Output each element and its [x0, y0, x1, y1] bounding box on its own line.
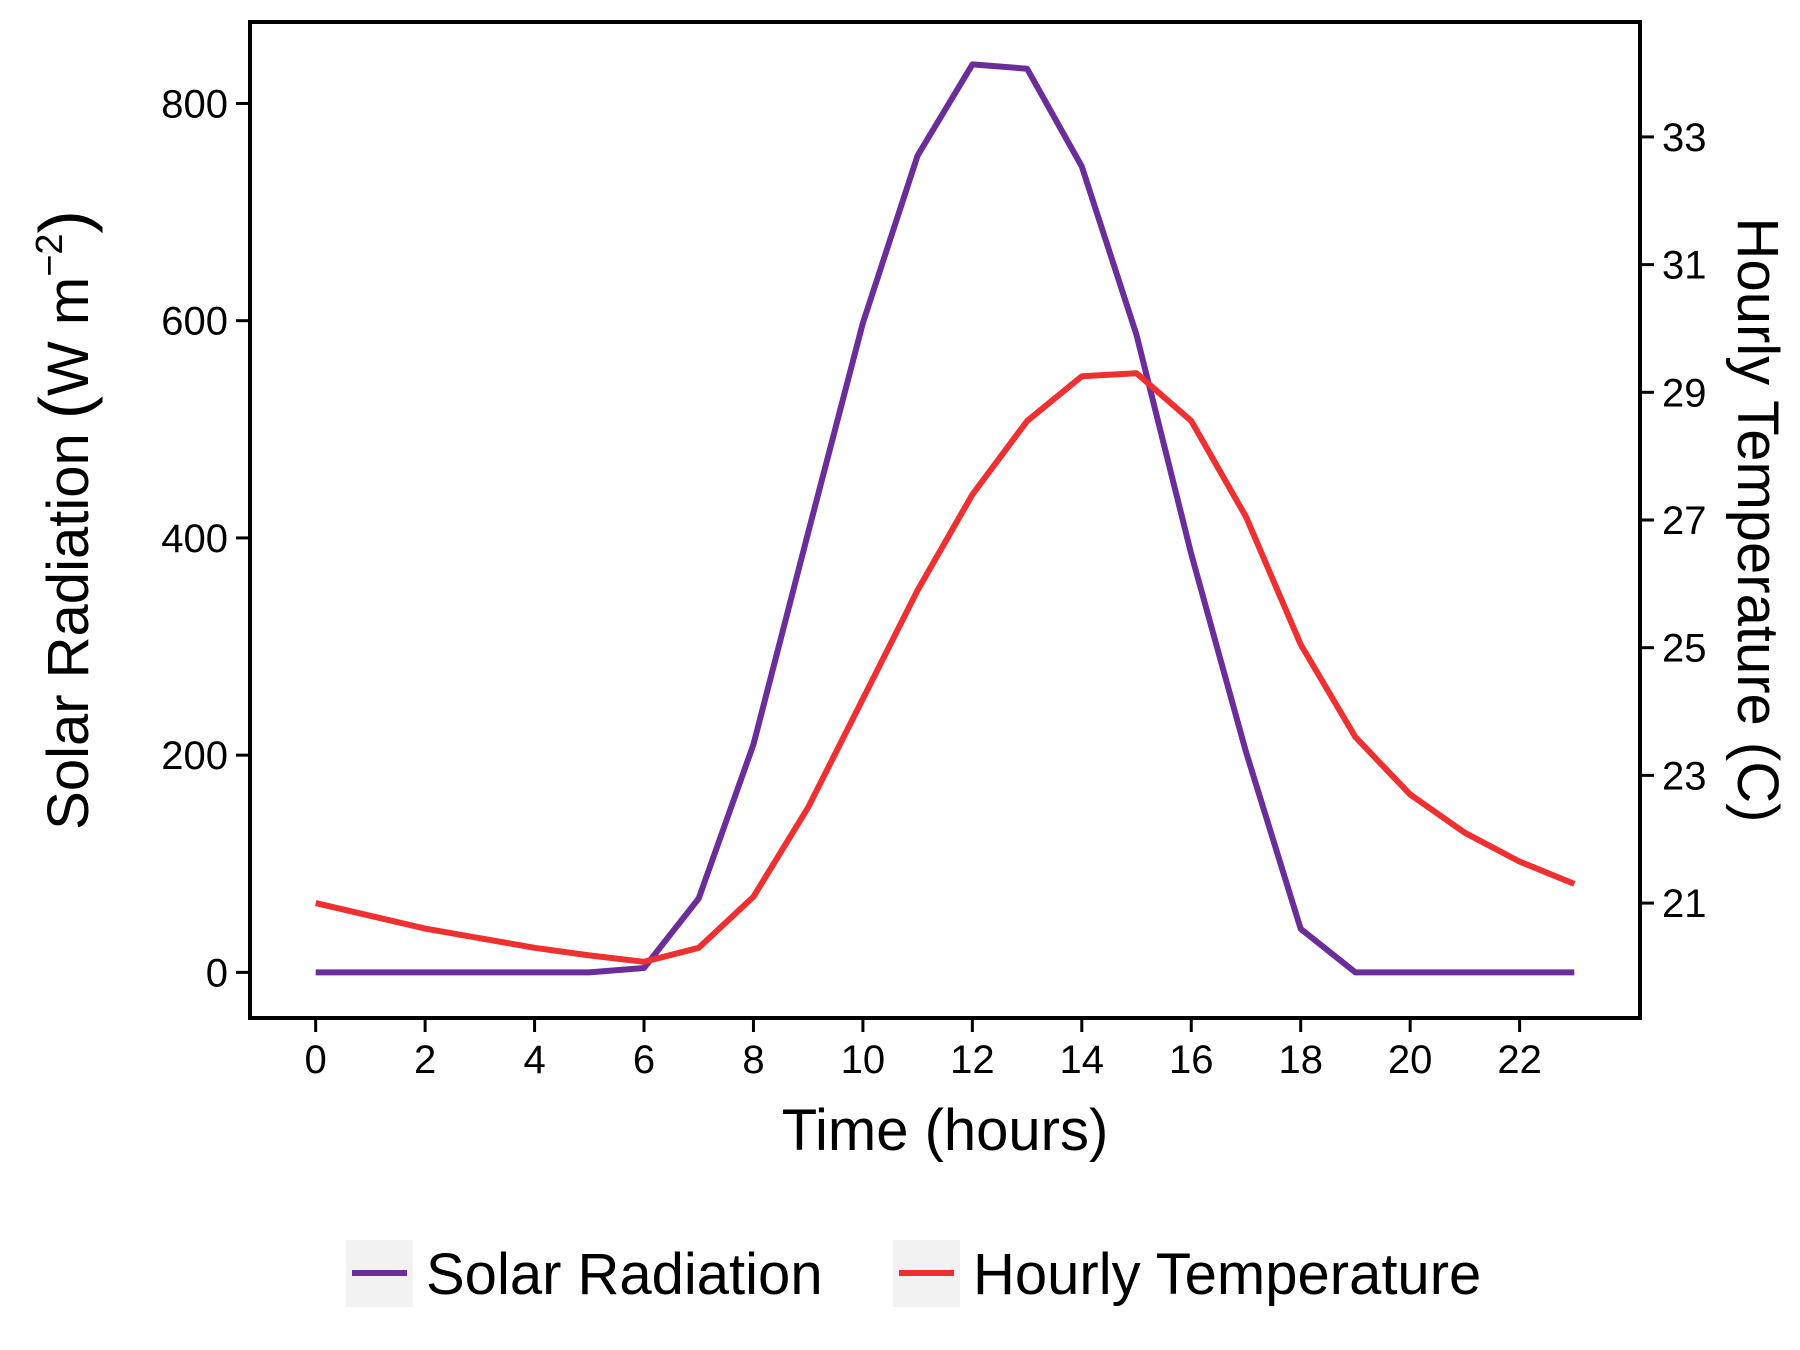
series-lines: [315, 61, 1576, 976]
x-tick-label: 18: [1278, 1038, 1323, 1082]
y-left-tick-label: 200: [161, 734, 228, 778]
legend-label-hourly-temperature: Hourly Temperature: [973, 1242, 1481, 1307]
y-right-tick-label: 31: [1662, 244, 1707, 288]
x-tick-label: 6: [633, 1038, 655, 1082]
y-right-tick-label: 21: [1662, 882, 1707, 926]
x-tick-label: 8: [742, 1038, 764, 1082]
x-tick-label: 4: [523, 1038, 545, 1082]
legend: Solar Radiation Hourly Temperature: [346, 1240, 1481, 1307]
x-tick-label: 0: [305, 1038, 327, 1082]
x-tick-label: 10: [841, 1038, 886, 1082]
y-right-tick-label: 23: [1662, 754, 1707, 798]
y-left-tick-label: 600: [161, 300, 228, 344]
y-axis-left-title: Solar Radiation (W m−2): [25, 210, 103, 830]
y-axis-left-title-unit: W m: [36, 277, 101, 396]
x-tick-label: 12: [950, 1038, 995, 1082]
series-line-hourly-temperature: [315, 370, 1576, 965]
y-right-tick-label: 33: [1662, 116, 1707, 160]
y-axis-right: 21 23 25 27 29 31 33: [1640, 116, 1707, 926]
y-left-tick-label: 800: [161, 82, 228, 126]
y-left-tick-label: 0: [206, 951, 228, 995]
y-axis-left-title-open-paren: (: [25, 396, 103, 419]
y-right-tick-label: 25: [1662, 627, 1707, 671]
x-tick-label: 14: [1060, 1038, 1105, 1082]
y-right-tick-label: 27: [1662, 499, 1707, 543]
x-axis: 0 2 4 6 8 10 12 14 16 18 20 22: [305, 1018, 1542, 1082]
plot-panel: [248, 20, 1642, 1020]
x-tick-label: 22: [1497, 1038, 1542, 1082]
series-line-solar-radiation: [315, 61, 1575, 976]
x-tick-label: 20: [1388, 1038, 1433, 1082]
x-tick-label: 16: [1169, 1038, 1214, 1082]
y-axis-right-title: Hourly Temperature (C): [1725, 218, 1790, 823]
y-right-tick-label: 29: [1662, 371, 1707, 415]
y-axis-left-title-exponent: −2: [29, 233, 71, 276]
y-axis-left-title-close-paren: ): [25, 210, 103, 233]
x-tick-label: 2: [414, 1038, 436, 1082]
y-axis-left: 0 200 400 600 800: [161, 82, 250, 995]
y-axis-left-title-main: Solar Radiation: [36, 433, 101, 830]
y-left-tick-label: 400: [161, 517, 228, 561]
legend-label-solar-radiation: Solar Radiation: [426, 1242, 823, 1307]
x-axis-title: Time (hours): [782, 1098, 1109, 1163]
